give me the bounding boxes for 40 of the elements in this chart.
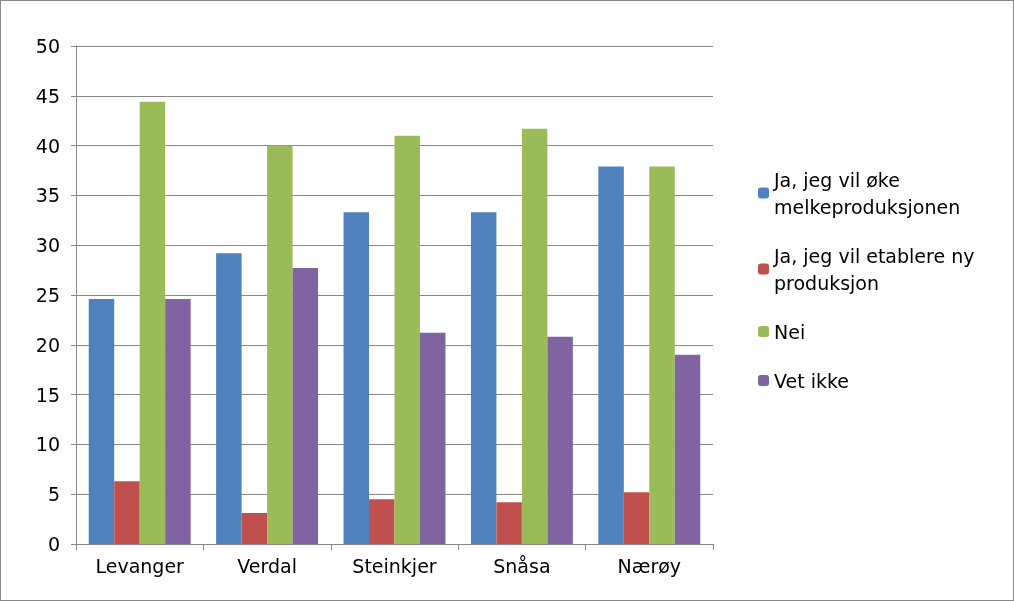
bar bbox=[419, 332, 446, 544]
bar bbox=[649, 166, 675, 544]
bar bbox=[369, 499, 395, 544]
bar bbox=[623, 492, 650, 544]
y-tick-label: 50 bbox=[35, 35, 60, 57]
bar bbox=[139, 101, 166, 544]
y-tick-label: 25 bbox=[35, 284, 60, 306]
bar bbox=[470, 212, 497, 544]
bar bbox=[88, 298, 115, 544]
y-tick-label: 0 bbox=[47, 533, 60, 555]
bar bbox=[241, 513, 268, 544]
bar bbox=[114, 481, 140, 544]
x-tick-label: Levanger bbox=[95, 554, 185, 577]
y-tick-label: 15 bbox=[35, 383, 60, 406]
y-tick-label: 45 bbox=[35, 84, 60, 107]
y-tick-label: 30 bbox=[35, 234, 60, 257]
y-tick-label: 20 bbox=[35, 333, 60, 356]
bar bbox=[394, 135, 420, 544]
y-tick-label: 35 bbox=[35, 184, 60, 207]
x-tick-label: Snåsa bbox=[493, 554, 551, 577]
bar bbox=[216, 253, 242, 544]
x-tick-label: Steinkjer bbox=[352, 554, 437, 577]
y-tick-label: 40 bbox=[35, 134, 60, 157]
bar bbox=[674, 354, 701, 544]
bar bbox=[267, 145, 293, 544]
x-tick-label: Nærøy bbox=[617, 554, 682, 577]
bar bbox=[292, 268, 319, 544]
bar bbox=[521, 128, 548, 544]
bar bbox=[496, 502, 522, 544]
legend-label: Vet ikke bbox=[774, 369, 849, 392]
bar bbox=[165, 298, 191, 544]
legend-label: Ja, jeg vil øke melkeproduksjonen bbox=[773, 168, 961, 218]
bar bbox=[598, 166, 624, 544]
legend-label: Ja, jeg vil etablere ny produksjon bbox=[773, 244, 981, 294]
bar bbox=[343, 212, 370, 544]
legend-label: Nei bbox=[774, 320, 806, 343]
x-tick-label: Verdal bbox=[237, 554, 297, 577]
bar bbox=[547, 336, 573, 544]
y-tick-label: 5 bbox=[47, 483, 60, 506]
y-tick-label: 10 bbox=[35, 433, 60, 456]
